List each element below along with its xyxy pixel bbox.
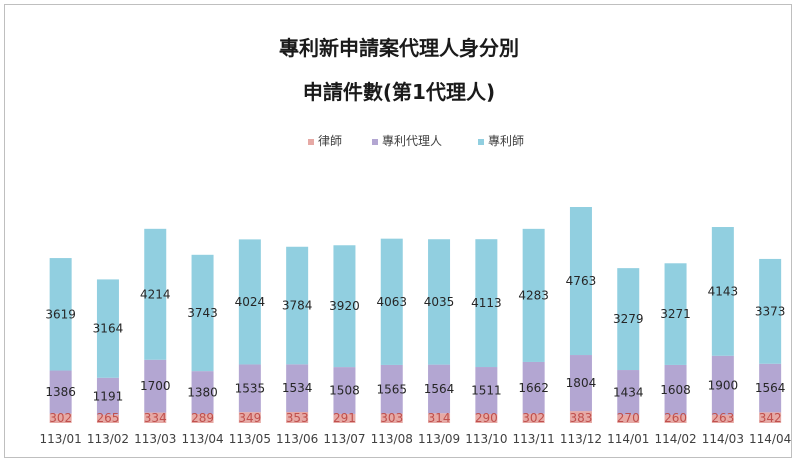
x-tick-label-15: 114/03 — [702, 432, 744, 446]
x-tick-label-3: 113/03 — [134, 432, 176, 446]
data-label-3-10: 4113 — [471, 296, 502, 310]
data-label-1-1: 302 — [49, 411, 72, 425]
data-label-2-4: 1380 — [187, 386, 218, 400]
data-label-1-11: 302 — [522, 411, 545, 425]
x-tick-label-14: 114/02 — [654, 432, 696, 446]
data-label-1-10: 290 — [475, 411, 498, 425]
data-label-2-9: 1564 — [424, 382, 455, 396]
data-label-3-14: 3271 — [660, 307, 691, 321]
x-tick-label-6: 113/06 — [276, 432, 318, 446]
chart-frame: 專利新申請案代理人身分別 申請件數(第1代理人) 律師 專利代理人 專利師 302 1… — [4, 4, 792, 458]
data-label-3-8: 4063 — [376, 295, 407, 309]
data-label-3-15: 4143 — [708, 284, 739, 298]
data-label-1-12: 383 — [569, 411, 592, 425]
data-label-1-15: 263 — [711, 411, 734, 425]
legend-label-2: 專利代理人 — [382, 134, 442, 148]
data-label-2-5: 1535 — [235, 381, 266, 395]
legend-label-1: 律師 — [318, 134, 342, 148]
data-label-3-1: 3619 — [45, 307, 76, 321]
legend-label-3: 專利師 — [488, 134, 524, 148]
data-label-1-4: 289 — [191, 411, 214, 425]
x-axis: 113/01 113/02 113/03 113/04 113/05 113/06 113/… — [40, 432, 793, 446]
data-label-3-16: 3373 — [755, 304, 786, 318]
data-label-3-7: 3920 — [329, 299, 360, 313]
data-label-2-7: 1508 — [329, 384, 360, 398]
data-label-3-3: 4214 — [140, 287, 171, 301]
data-label-1-16: 342 — [759, 411, 782, 425]
data-label-3-9: 4035 — [424, 295, 455, 309]
legend-swatch-2 — [372, 139, 378, 145]
data-label-1-5: 349 — [238, 411, 261, 425]
x-tick-label-5: 113/05 — [229, 432, 271, 446]
legend-swatch-1 — [308, 139, 314, 145]
data-label-2-15: 1900 — [708, 378, 739, 392]
data-label-2-1: 1386 — [45, 385, 76, 399]
data-label-2-14: 1608 — [660, 383, 691, 397]
x-tick-label-16: 114/04 — [749, 432, 791, 446]
data-label-2-13: 1434 — [613, 385, 644, 399]
chart-canvas: 專利新申請案代理人身分別 申請件數(第1代理人) 律師 專利代理人 專利師 302 1… — [5, 5, 793, 459]
data-label-1-3: 334 — [144, 411, 167, 425]
x-tick-label-10: 113/10 — [465, 432, 507, 446]
x-tick-label-2: 113/02 — [87, 432, 129, 446]
data-label-1-9: 314 — [428, 411, 451, 425]
data-label-2-12: 1804 — [566, 376, 597, 390]
data-label-3-6: 3784 — [282, 299, 313, 313]
data-label-1-8: 303 — [380, 411, 403, 425]
data-label-3-5: 4024 — [235, 295, 266, 309]
chart-title: 專利新申請案代理人身分別 — [279, 36, 519, 60]
data-label-3-4: 3743 — [187, 306, 218, 320]
data-label-3-11: 4283 — [518, 288, 549, 302]
x-tick-label-4: 113/04 — [181, 432, 223, 446]
x-tick-label-13: 114/01 — [607, 432, 649, 446]
data-label-1-2: 265 — [96, 411, 119, 425]
data-label-3-2: 3164 — [93, 322, 124, 336]
x-tick-label-1: 113/01 — [40, 432, 82, 446]
data-label-2-2: 1191 — [93, 389, 124, 403]
data-label-2-6: 1534 — [282, 381, 313, 395]
data-label-3-13: 3279 — [613, 312, 644, 326]
x-tick-label-11: 113/11 — [513, 432, 555, 446]
data-label-1-7: 291 — [333, 411, 356, 425]
x-tick-label-12: 113/12 — [560, 432, 602, 446]
data-label-2-3: 1700 — [140, 379, 171, 393]
x-tick-label-7: 113/07 — [323, 432, 365, 446]
data-label-2-8: 1565 — [376, 382, 407, 396]
data-label-2-10: 1511 — [471, 384, 502, 398]
data-label-1-13: 270 — [617, 411, 640, 425]
data-label-1-14: 260 — [664, 411, 687, 425]
chart-subtitle: 申請件數(第1代理人) — [303, 80, 495, 104]
x-tick-label-9: 113/09 — [418, 432, 460, 446]
data-label-1-6: 353 — [286, 411, 309, 425]
data-label-2-16: 1564 — [755, 381, 786, 395]
legend: 律師 專利代理人 專利師 — [308, 134, 524, 148]
x-tick-label-8: 113/08 — [371, 432, 413, 446]
legend-swatch-3 — [478, 139, 484, 145]
data-label-2-11: 1662 — [518, 381, 549, 395]
data-label-3-12: 4763 — [566, 274, 597, 288]
